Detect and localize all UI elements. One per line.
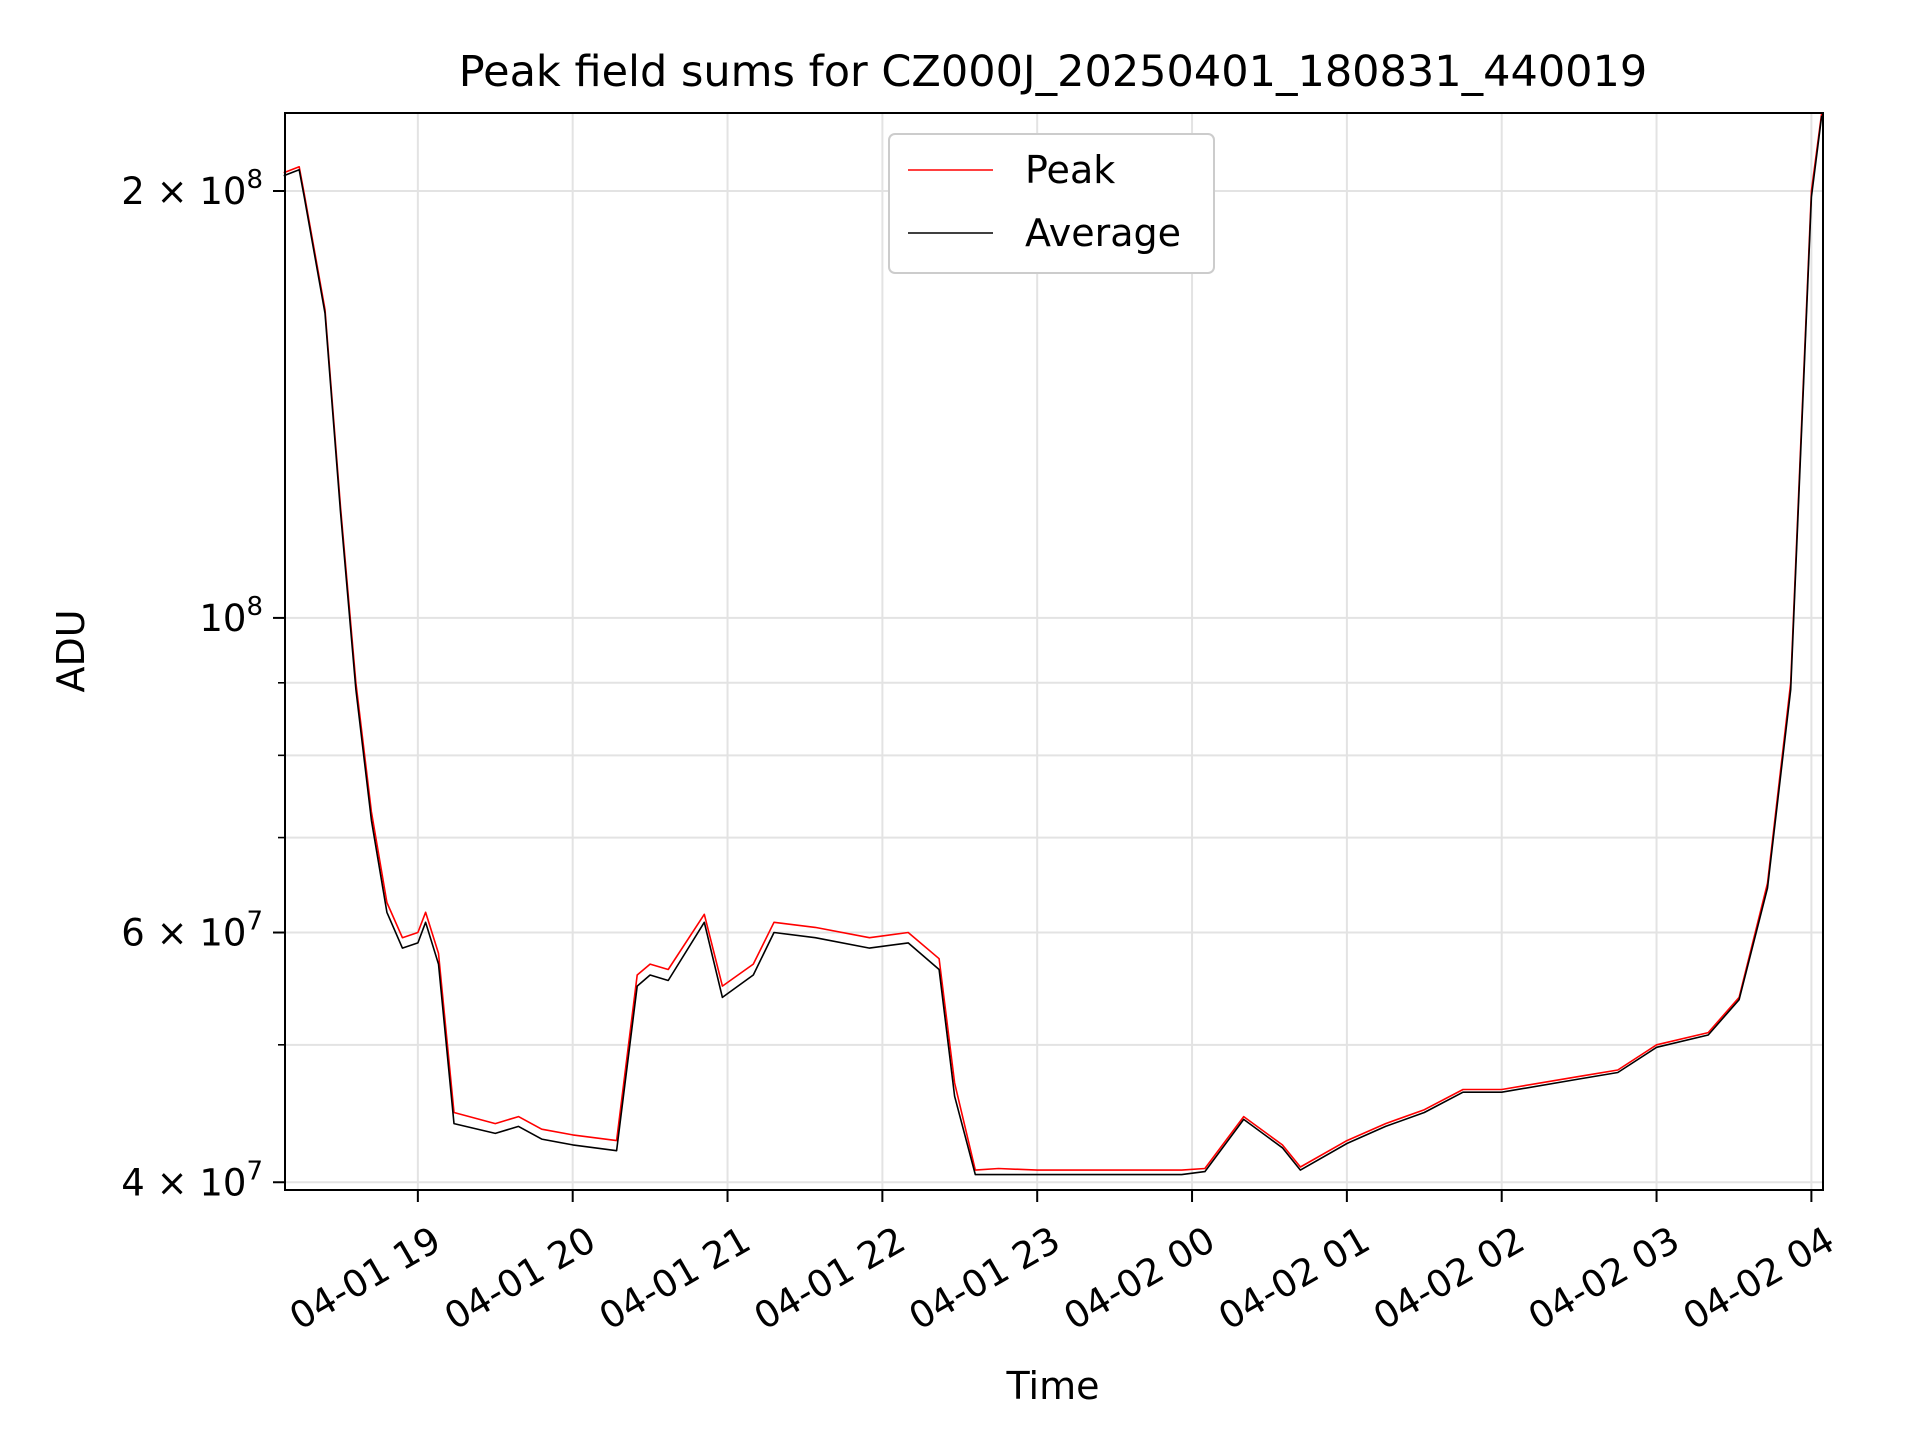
x-tick-label: 04-01 23 xyxy=(902,1218,1068,1338)
x-tick-label: 04-02 00 xyxy=(1057,1218,1223,1338)
y-tick-label: 2 × 108 xyxy=(121,165,263,213)
plot-frame xyxy=(284,112,1824,1191)
y-tick-label: 6 × 107 xyxy=(121,907,263,955)
y-tick-label-base: 4 × 10 xyxy=(121,1161,246,1204)
y-tick-label-exponent: 8 xyxy=(246,592,263,622)
x-tick-label: 04-02 01 xyxy=(1211,1218,1377,1338)
legend: Peak Average xyxy=(888,133,1215,274)
legend-label-average: Average xyxy=(1025,211,1181,255)
series-line-average xyxy=(283,115,1823,1176)
x-axis-label: Time xyxy=(1006,1364,1100,1408)
y-tick-label-exponent: 7 xyxy=(246,1156,263,1186)
legend-label-peak: Peak xyxy=(1025,148,1115,192)
x-tick-label: 04-01 21 xyxy=(592,1218,758,1338)
y-tick-label: 4 × 107 xyxy=(121,1156,263,1204)
y-tick-label-exponent: 8 xyxy=(246,165,263,195)
x-tick-label: 04-01 19 xyxy=(282,1218,448,1338)
legend-box xyxy=(888,133,1215,274)
chart-title: Peak field sums for CZ000J_20250401_1808… xyxy=(459,47,1648,97)
x-tick-label: 04-02 04 xyxy=(1676,1218,1842,1338)
series-lines xyxy=(283,112,1823,1176)
y-tick-label-base: 10 xyxy=(199,597,246,640)
grid xyxy=(285,113,1823,1190)
x-tick-label: 04-01 20 xyxy=(437,1218,603,1338)
series-line-peak xyxy=(283,112,1823,1171)
y-tick-label-base: 6 × 10 xyxy=(121,912,246,955)
y-tick-label-exponent: 7 xyxy=(246,907,263,937)
y-tick-label-base: 2 × 10 xyxy=(121,170,246,213)
x-tick-label: 04-01 22 xyxy=(747,1218,913,1338)
x-tick-label: 04-02 03 xyxy=(1521,1218,1687,1338)
x-tick-label: 04-02 02 xyxy=(1366,1218,1532,1338)
y-axis-label: ADU xyxy=(49,609,93,692)
y-tick-label: 108 xyxy=(199,592,263,640)
